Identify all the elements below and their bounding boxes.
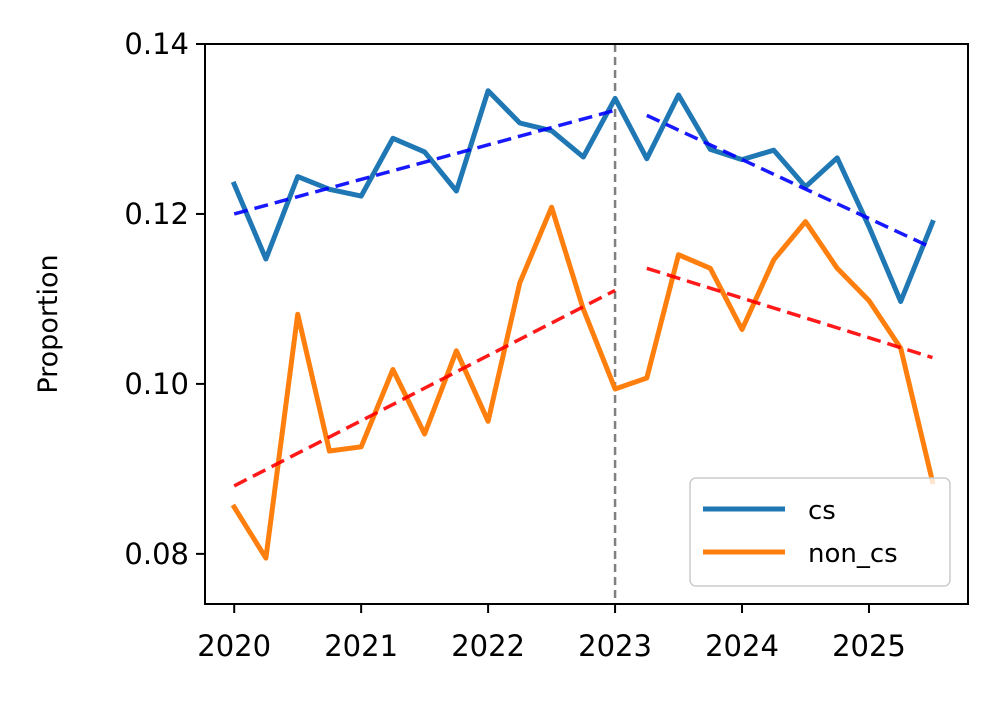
trend-line-cs-trend-before bbox=[233, 108, 616, 216]
legend: cs non_cs bbox=[689, 477, 951, 587]
axes-frame bbox=[204, 43, 969, 605]
x-tick-label-2020: 2020 bbox=[197, 629, 271, 663]
x-tick-label-2025: 2025 bbox=[832, 629, 906, 663]
x-tick-label-2023: 2023 bbox=[578, 629, 652, 663]
y-tick-label-0.12: 0.12 bbox=[124, 197, 189, 231]
plot-area bbox=[230, 44, 936, 604]
y-tick-label-0.10: 0.10 bbox=[124, 367, 189, 401]
series-line-non_cs bbox=[230, 204, 936, 561]
x-tick-label-2021: 2021 bbox=[324, 629, 398, 663]
series-line-cs bbox=[230, 88, 936, 304]
trend-line-non_cs-trend-before bbox=[233, 288, 616, 488]
legend-box bbox=[689, 477, 951, 587]
trend-line-cs-trend-after bbox=[646, 113, 934, 250]
legend-label-non_cs: non_cs bbox=[808, 539, 898, 569]
trend-line-non_cs-trend-after bbox=[646, 266, 933, 360]
y-tick-label-0.14: 0.14 bbox=[124, 27, 189, 61]
y-tick-label-0.08: 0.08 bbox=[124, 537, 189, 571]
legend-label-cs: cs bbox=[808, 496, 836, 526]
y-axis: 0.08 0.10 0.12 0.14 bbox=[124, 27, 205, 571]
y-axis-label: Proportion bbox=[33, 254, 64, 393]
x-tick-label-2022: 2022 bbox=[451, 629, 525, 663]
x-tick-label-2024: 2024 bbox=[705, 629, 779, 663]
x-axis: 2020 2021 2022 2023 2024 2025 bbox=[197, 604, 906, 663]
